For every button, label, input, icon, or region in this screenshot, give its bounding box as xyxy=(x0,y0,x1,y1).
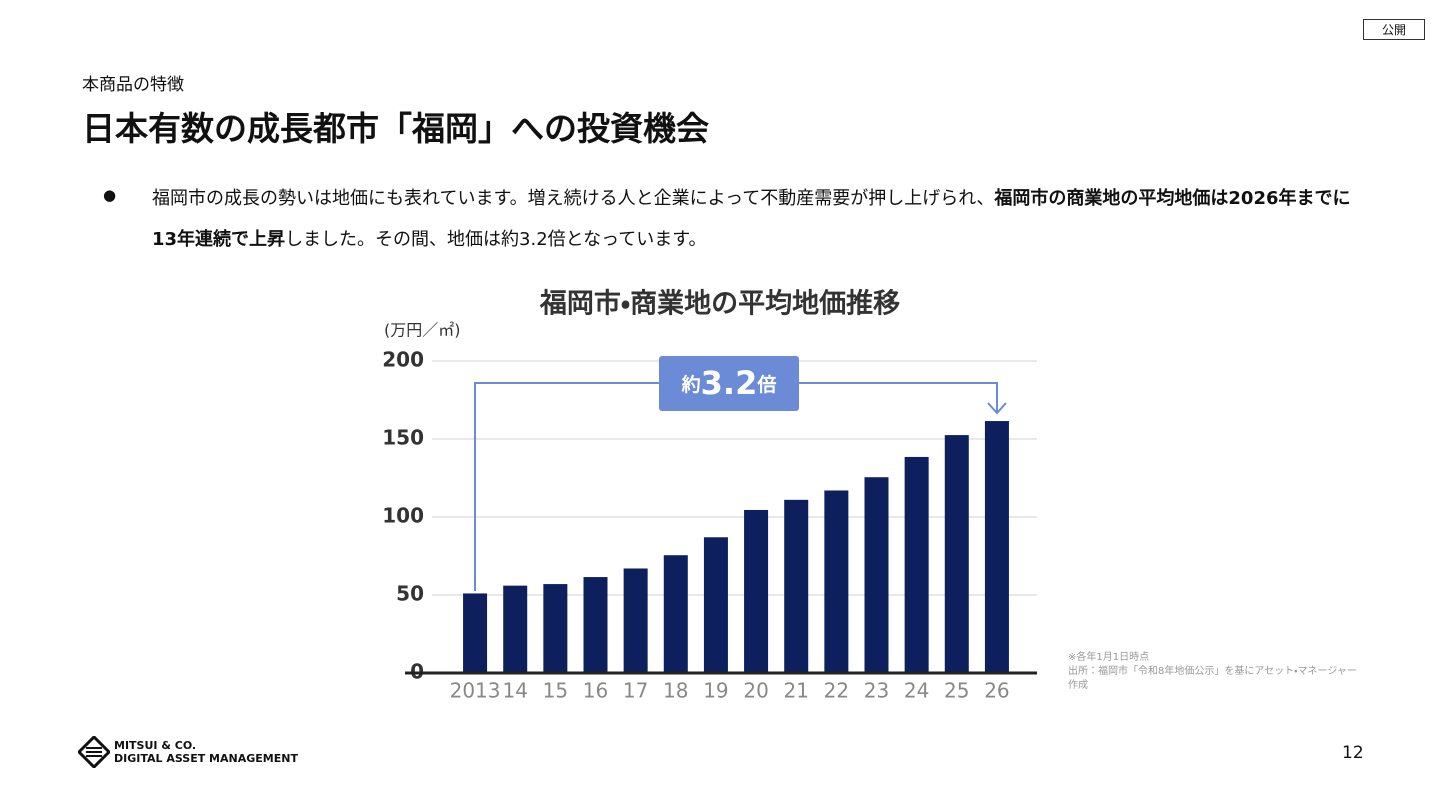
badge: 公開 xyxy=(1362,19,1425,40)
bar xyxy=(744,509,769,673)
slide-title: 日本有数の成長都市「福岡」への投資機会 xyxy=(82,109,709,148)
x-tick-label: 14 xyxy=(502,679,527,703)
x-tick-label: 2013 xyxy=(450,679,501,703)
y-tick-label: 50 xyxy=(396,582,424,606)
bullet-text: 福岡市の成長の勢いは地価にも表れています。増え続ける人と企業によって不動産需要が… xyxy=(152,178,1362,260)
annotation-value: 3.2 xyxy=(701,364,758,402)
y-axis-label: (万円／㎡) xyxy=(384,321,461,340)
bar xyxy=(663,555,688,673)
bar xyxy=(864,477,889,673)
bar xyxy=(503,585,528,673)
x-tick-label: 15 xyxy=(543,679,568,703)
page-number: 12 xyxy=(1342,743,1364,763)
x-tick-label: 22 xyxy=(824,679,849,703)
y-tick-label: 200 xyxy=(382,348,424,372)
notes: ※各年1月1日時点 出所：福岡市「令和8年地価公示」を基にアセット・マネージャー… xyxy=(1068,651,1358,693)
x-tick-label: 16 xyxy=(583,679,608,703)
x-tick-label: 24 xyxy=(904,679,929,703)
x-tick-label: 26 xyxy=(984,679,1009,703)
x-tick-label: 17 xyxy=(623,679,648,703)
bar xyxy=(703,537,728,673)
note: 出所：福岡市「令和8年地価公示」を基にアセット・マネージャー作成 xyxy=(1068,666,1357,691)
x-tick-label: 25 xyxy=(944,679,969,703)
logo-line: MITSUI & CO. xyxy=(114,739,197,752)
annotation-arrow xyxy=(987,402,1007,415)
x-tick-label: 20 xyxy=(743,679,768,703)
logo-text: MITSUI & CO. DIGITAL ASSET MANAGEMENT xyxy=(114,739,298,765)
note: ※各年1月1日時点 xyxy=(1068,652,1150,663)
annotation-text: 約3.2倍 xyxy=(681,364,777,402)
annotation-prefix: 約 xyxy=(681,373,701,396)
bar xyxy=(583,577,608,673)
y-tick-label: 150 xyxy=(382,426,424,450)
text-segment: 福岡市の成長の勢いは地価にも表れています。増え続ける人と企業によって不動産需要が… xyxy=(152,188,995,209)
text-segment: 福岡市の商業地の平均地価は2026年までに13年連続で上昇 xyxy=(152,188,1351,250)
chart-title: 福岡市・商業地の平均地価推移 xyxy=(539,289,900,320)
bar xyxy=(944,435,969,673)
bar xyxy=(904,456,929,673)
annotation-box xyxy=(659,356,799,411)
text-segment: しました。その間、地価は約3.2倍となっています。 xyxy=(285,229,707,250)
logo-line: DIGITAL ASSET MANAGEMENT xyxy=(114,752,298,765)
x-tick-label: 18 xyxy=(663,679,688,703)
bar xyxy=(784,499,809,673)
bar xyxy=(463,593,488,673)
kicker: 本商品の特徴 xyxy=(82,75,184,95)
y-tick-label: 100 xyxy=(382,504,424,528)
bar xyxy=(984,421,1009,673)
bar xyxy=(824,490,849,673)
x-tick-label: 23 xyxy=(864,679,889,703)
x-tick-label: 19 xyxy=(703,679,728,703)
annotation-suffix: 倍 xyxy=(756,373,776,396)
logo-mark xyxy=(78,736,110,768)
bar xyxy=(623,568,648,673)
x-tick-label: 21 xyxy=(783,679,808,703)
bullet-marker: ● xyxy=(103,186,117,204)
bar xyxy=(543,584,568,673)
